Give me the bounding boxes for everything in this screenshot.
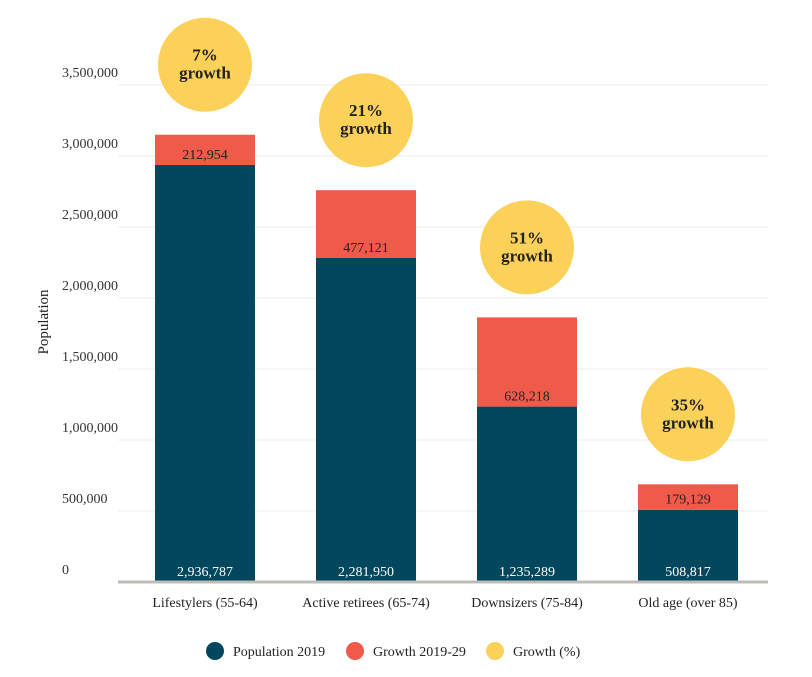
legend-marker — [206, 642, 224, 660]
bar-population-2019 — [638, 509, 738, 582]
growth-bubble-sublabel: growth — [340, 119, 392, 138]
y-tick-label: 2,000,000 — [62, 279, 118, 294]
y-axis-label: Population — [36, 289, 52, 355]
growth-bubble — [641, 367, 735, 462]
bar-growth-2019-29 — [638, 484, 738, 510]
y-tick-label: 0 — [62, 563, 69, 578]
y-tick-label: 3,500,000 — [62, 66, 118, 81]
growth-bubble-percent: 21% — [349, 101, 383, 120]
growth-bubble-sublabel: growth — [179, 64, 231, 83]
y-tick-label: 1,500,000 — [62, 350, 118, 365]
y-tick-label: 500,000 — [62, 492, 108, 507]
x-category-label: Active retirees (65-74) — [302, 596, 430, 611]
bar-label-population: 508,817 — [665, 565, 711, 580]
bar-label-growth: 212,954 — [182, 148, 228, 163]
bar-population-2019 — [155, 164, 255, 582]
bar-growth-2019-29 — [155, 134, 255, 165]
legend-item-label: Growth (%) — [513, 645, 581, 660]
bar-population-2019 — [477, 406, 577, 582]
y-tick-label: 1,000,000 — [62, 421, 118, 436]
bar-growth-2019-29 — [316, 190, 416, 258]
y-tick-label: 2,500,000 — [62, 208, 118, 223]
x-category-label: Downsizers (75-84) — [471, 596, 583, 611]
bars: 2,936,787 212,954 2,281,950 477,121 1,235,28… — [155, 134, 738, 582]
growth-bubble — [158, 17, 252, 112]
x-category-label: Old age (over 85) — [638, 596, 737, 611]
legend-item-label: Growth 2019-29 — [373, 645, 466, 660]
y-axis-ticks: 0 500,000 1,000,000 1,500,000 2,000,000 2,500… — [62, 66, 118, 578]
growth-bubble-percent: 7% — [192, 46, 218, 65]
x-category-label: Lifestylers (55-64) — [152, 596, 258, 611]
bar-label-growth: 628,218 — [504, 390, 550, 405]
bar-label-population: 2,936,787 — [177, 565, 233, 580]
growth-bubble — [319, 73, 413, 168]
bar-label-growth: 179,129 — [665, 493, 711, 508]
bar-population-2019 — [316, 257, 416, 582]
growth-bubble-sublabel: growth — [501, 246, 553, 265]
x-axis-categories: Lifestylers (55-64) Active retirees (65-7… — [152, 596, 738, 611]
y-tick-label: 3,000,000 — [62, 137, 118, 152]
growth-bubble-percent: 35% — [671, 395, 705, 414]
bar-growth-2019-29 — [477, 317, 577, 407]
bar-label-population: 2,281,950 — [338, 565, 394, 580]
legend: Population 2019 Growth 2019-29 Growth (%) — [206, 642, 581, 660]
legend-marker — [486, 642, 504, 660]
legend-item-label: Population 2019 — [233, 645, 325, 660]
bar-label-growth: 477,121 — [343, 241, 389, 256]
growth-bubble — [480, 200, 574, 295]
growth-bubble-percent: 51% — [510, 228, 544, 247]
bar-label-population: 1,235,289 — [499, 565, 555, 580]
legend-marker — [346, 642, 364, 660]
growth-bubble-sublabel: growth — [662, 413, 714, 432]
